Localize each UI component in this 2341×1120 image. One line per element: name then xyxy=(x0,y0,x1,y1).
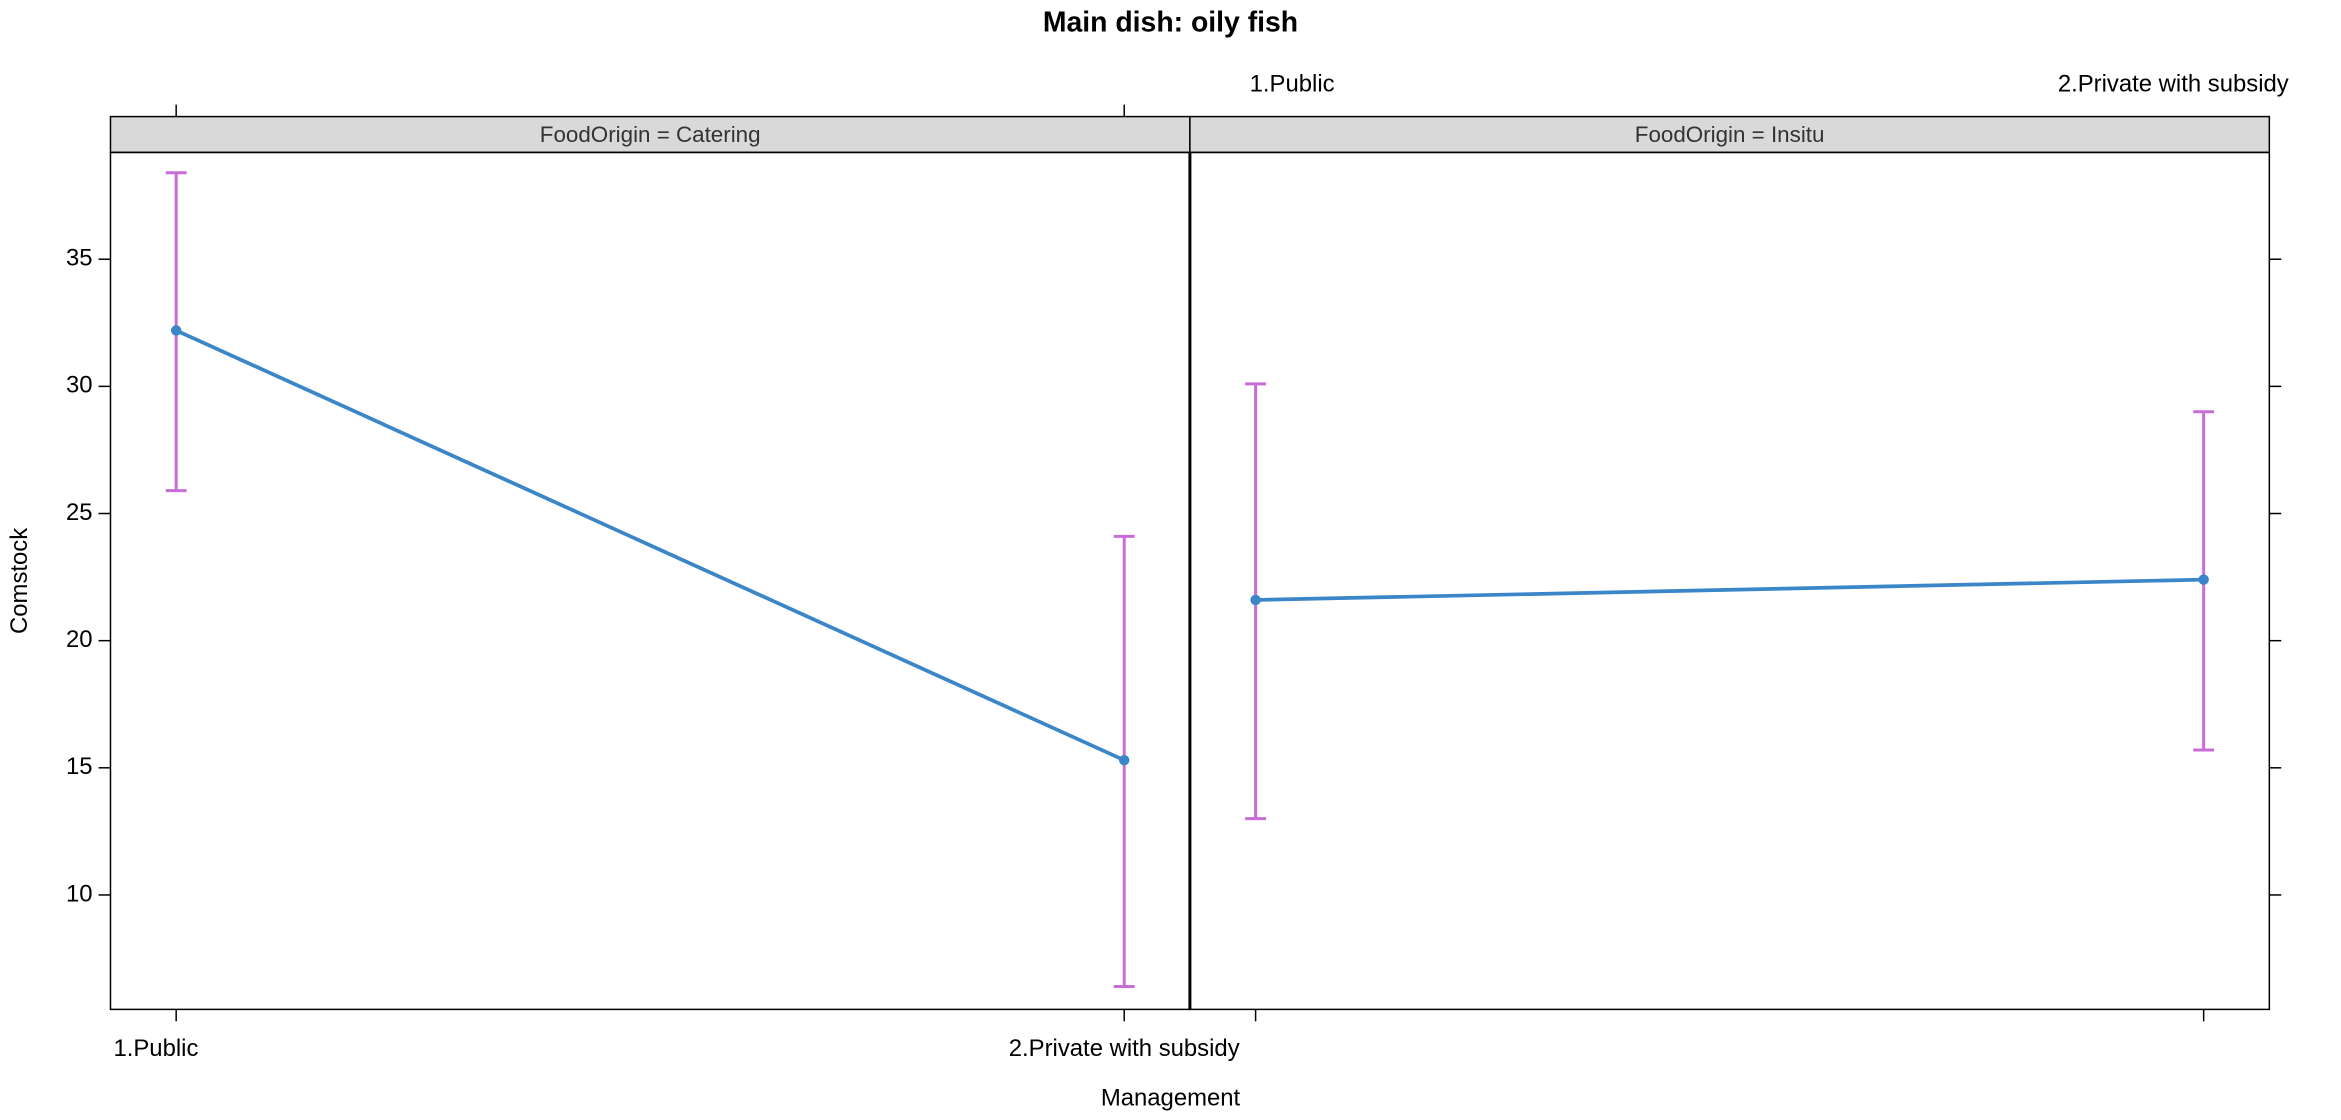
y-tick-label: 20 xyxy=(66,626,93,653)
x-axis-label: Management xyxy=(1101,1084,1241,1111)
data-point xyxy=(170,325,182,336)
y-tick-label: 15 xyxy=(66,753,93,780)
y-tick-label: 25 xyxy=(66,499,93,526)
data-line xyxy=(1255,577,2204,602)
y-axis-label: Comstock xyxy=(6,528,33,634)
data-point xyxy=(1118,754,1130,766)
x-tick-label: 2.Private with subsidy xyxy=(2058,71,2289,98)
data-point xyxy=(2198,574,2209,585)
data-line xyxy=(175,328,1125,762)
y-tick-label: 30 xyxy=(66,372,93,399)
panel-frame xyxy=(109,151,1191,1011)
chart-title: Main dish: oily fish xyxy=(1043,7,1298,39)
strip xyxy=(109,115,1191,154)
y-tick-label: 10 xyxy=(66,880,93,907)
strip-label: FoodOrigin = Insitu xyxy=(1635,122,1825,147)
strip-label: FoodOrigin = Catering xyxy=(540,122,761,147)
x-tick-label: 2.Private with subsidy xyxy=(1009,1035,1240,1062)
y-tick-label: 35 xyxy=(66,245,93,272)
x-tick-label: 1.Public xyxy=(113,1035,198,1062)
x-tick-label: 1.Public xyxy=(1250,71,1335,98)
data-point xyxy=(1250,594,1261,606)
